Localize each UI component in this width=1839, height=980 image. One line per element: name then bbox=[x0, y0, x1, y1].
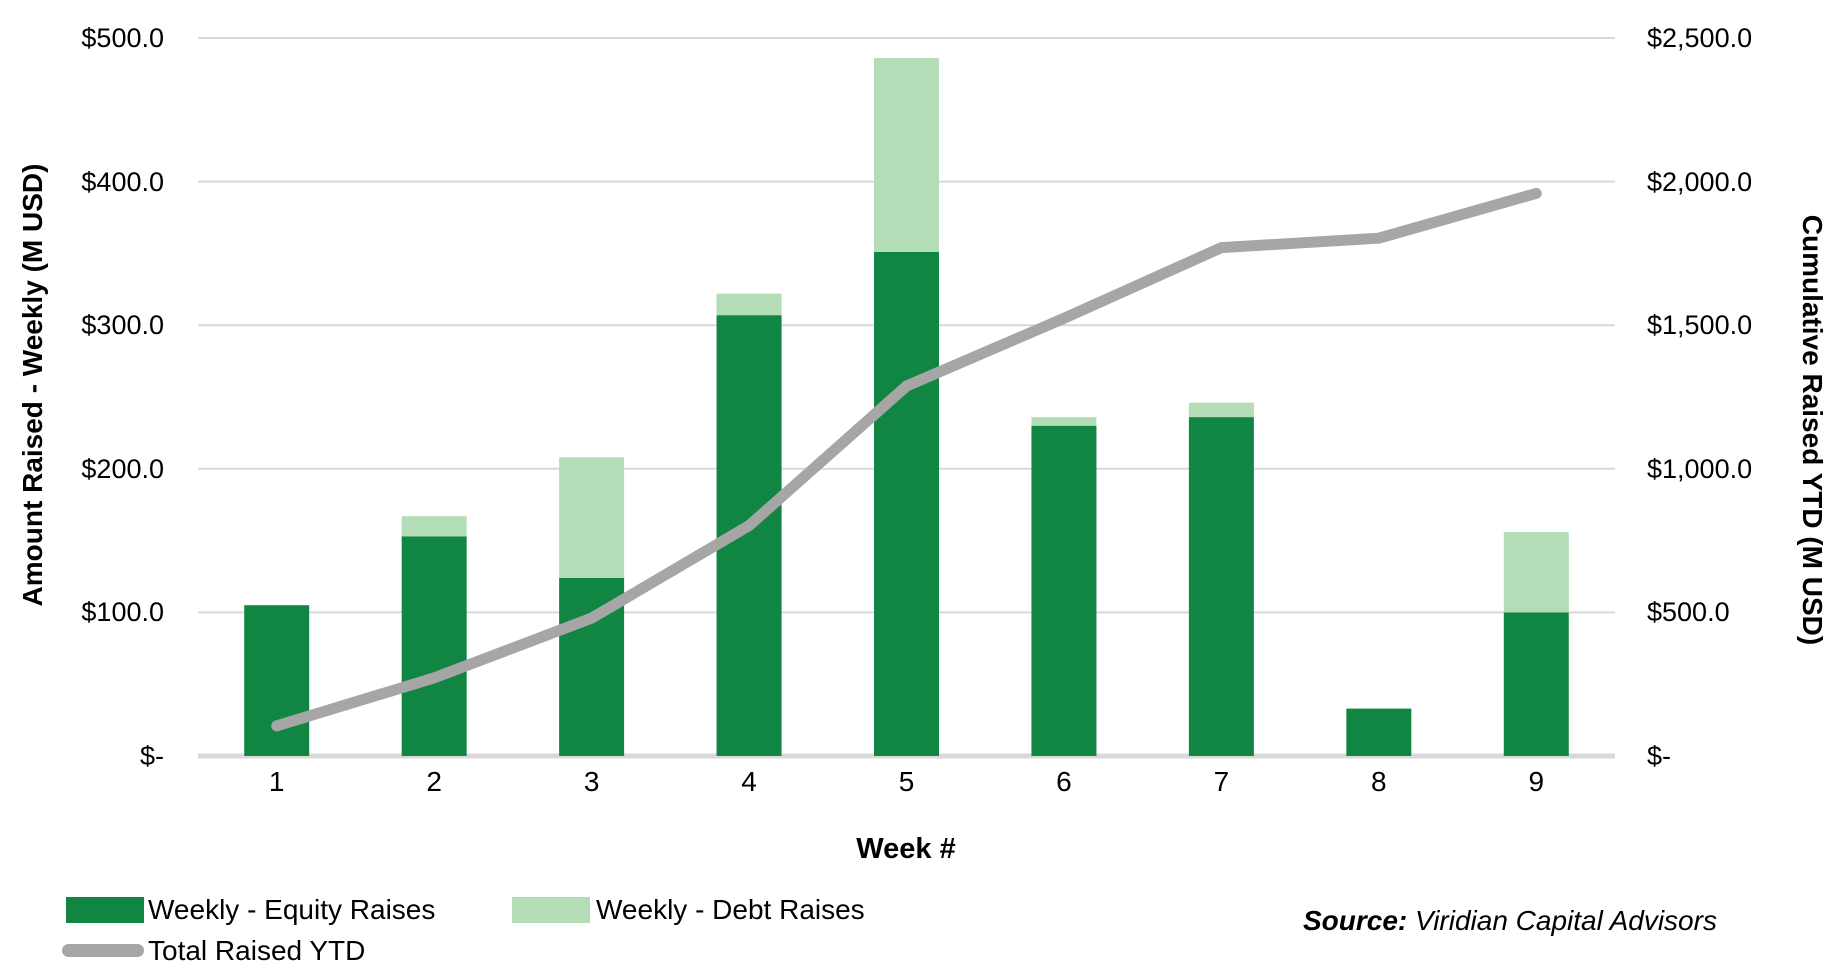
legend-label-total-line: Total Raised YTD bbox=[148, 935, 366, 966]
left-axis-tick-label: $300.0 bbox=[81, 310, 164, 341]
source-note-prefix: Source: bbox=[1303, 905, 1408, 936]
bar-equity-segment bbox=[1346, 708, 1412, 756]
left-axis-tick-label: $100.0 bbox=[81, 597, 164, 628]
bar-equity-segment bbox=[1031, 425, 1097, 756]
source-note: Source: Viridian Capital Advisors bbox=[1303, 905, 1717, 937]
legend-label-debt: Weekly - Debt Raises bbox=[596, 894, 865, 925]
left-axis-tick-label: $400.0 bbox=[81, 166, 164, 197]
right-axis-tick-label: $500.0 bbox=[1647, 597, 1730, 628]
right-axis-title: Cumulative Raised YTD (M USD) bbox=[1797, 214, 1828, 646]
bar-debt-segment bbox=[1031, 417, 1097, 426]
source-note-text: Viridian Capital Advisors bbox=[1407, 905, 1717, 936]
bar-debt-segment bbox=[401, 516, 467, 537]
right-axis-tick-label: $1,500.0 bbox=[1647, 310, 1753, 341]
legend-swatch-equity bbox=[66, 897, 144, 923]
bar-debt-segment bbox=[559, 457, 625, 578]
x-axis-tick-label: 7 bbox=[1213, 766, 1230, 797]
x-axis-tick-label: 2 bbox=[426, 766, 442, 797]
x-axis-tick-label: 6 bbox=[1056, 766, 1072, 797]
right-axis-tick-label: $- bbox=[1647, 741, 1672, 771]
left-axis-tick-label: $500.0 bbox=[81, 23, 164, 53]
left-axis-tick-label: $200.0 bbox=[81, 453, 164, 484]
bar-debt-segment bbox=[874, 58, 939, 252]
legend-swatch-debt bbox=[512, 897, 590, 923]
x-axis-tick-label: 3 bbox=[583, 766, 600, 797]
right-axis-tick-label: $2,500.0 bbox=[1647, 23, 1753, 53]
legend-swatch-total-line bbox=[62, 944, 144, 957]
bar-debt-segment bbox=[1188, 402, 1254, 418]
left-axis-tick-label: $- bbox=[139, 741, 164, 771]
x-axis-tick-label: 8 bbox=[1371, 766, 1387, 797]
right-axis-tick-label: $2,000.0 bbox=[1647, 166, 1753, 197]
x-axis-tick-label: 5 bbox=[898, 766, 915, 797]
left-axis-title: Amount Raised - Weekly (M USD) bbox=[17, 163, 48, 607]
bar-equity-segment bbox=[1503, 612, 1569, 756]
x-axis-tick-label: 1 bbox=[268, 766, 285, 797]
bar-equity-segment bbox=[401, 536, 467, 756]
legend-label-equity: Weekly - Equity Raises bbox=[148, 894, 436, 925]
bar-equity-segment bbox=[1188, 417, 1254, 756]
x-axis-tick-label: 9 bbox=[1528, 766, 1545, 797]
bar-debt-segment bbox=[1503, 531, 1569, 613]
total-line bbox=[271, 187, 1542, 732]
right-axis-tick-label: $1,000.0 bbox=[1647, 453, 1753, 484]
x-axis-tick-label: 4 bbox=[741, 766, 757, 797]
x-axis-title: Week # bbox=[856, 833, 956, 865]
bar-debt-segment bbox=[716, 293, 782, 316]
bar-equity-segment bbox=[874, 251, 939, 757]
